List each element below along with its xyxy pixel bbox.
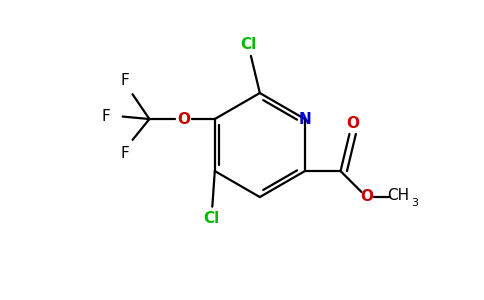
Text: F: F — [120, 73, 129, 88]
Text: N: N — [299, 112, 311, 127]
Text: Cl: Cl — [203, 211, 219, 226]
Text: Cl: Cl — [241, 38, 257, 52]
Text: CH: CH — [387, 188, 409, 203]
Text: F: F — [102, 109, 110, 124]
Text: O: O — [178, 112, 191, 127]
Text: 3: 3 — [411, 198, 418, 208]
Text: F: F — [120, 146, 129, 161]
Text: O: O — [346, 116, 359, 130]
Text: O: O — [360, 189, 373, 204]
